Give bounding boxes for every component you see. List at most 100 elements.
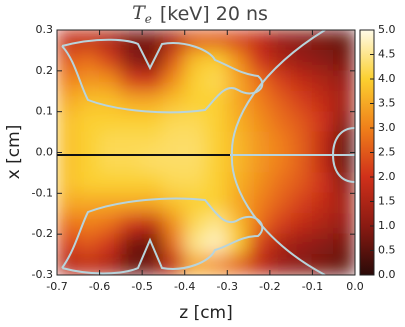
heatmap-cell <box>162 254 186 275</box>
heatmap-cell <box>269 49 292 72</box>
colorbar-tick-label: 0.5 <box>378 244 396 257</box>
heatmap-cell <box>141 111 164 133</box>
heatmap-cell <box>162 90 186 113</box>
heatmap-cell <box>248 233 271 256</box>
heatmap-cell <box>184 192 207 215</box>
heatmap-cell <box>311 49 335 72</box>
heatmap-cell <box>290 192 313 215</box>
heatmap-cell <box>184 233 207 256</box>
heatmap-cell <box>333 111 355 133</box>
x-tick-label: 0.0 <box>346 280 364 293</box>
heatmap-cell <box>184 131 207 153</box>
heatmap-cell <box>141 30 164 51</box>
x-tick-label: -0.7 <box>46 280 67 293</box>
heatmap-cell <box>248 152 271 174</box>
heatmap-cell <box>269 192 292 215</box>
heatmap-cell <box>141 192 164 215</box>
heatmap-cell <box>226 30 250 51</box>
heatmap-cell <box>311 131 335 153</box>
title-symbol: T <box>132 2 146 24</box>
heatmap-cell <box>57 131 79 153</box>
heatmap-cell <box>141 152 164 174</box>
heatmap-cell <box>333 172 355 194</box>
colorbar-tick-label: 2.5 <box>378 146 396 159</box>
heatmap-cell <box>226 49 250 72</box>
heatmap-cell <box>290 90 313 113</box>
heatmap-cell <box>290 70 313 92</box>
heatmap-cell <box>77 254 101 275</box>
heatmap-cell <box>120 70 143 92</box>
heatmap-cell <box>311 254 335 275</box>
heatmap-cell <box>120 131 143 153</box>
heatmap-cell <box>184 70 207 92</box>
heatmap-cell <box>311 172 335 194</box>
heatmap-cell <box>120 152 143 174</box>
heatmap-cell <box>57 70 79 92</box>
heatmap-cell <box>269 70 292 92</box>
heatmap-cell <box>77 49 101 72</box>
heatmap-cell <box>226 172 250 194</box>
heatmap-cell <box>290 30 313 51</box>
contour <box>61 38 264 114</box>
heatmap-cell <box>269 131 292 153</box>
heatmap-cell <box>77 111 101 133</box>
title-text: [keV] 20 ns <box>160 3 268 25</box>
heatmap-cell <box>120 192 143 215</box>
heatmap-cell <box>99 111 122 133</box>
heatmap-cell <box>248 131 271 153</box>
heatmap-cell <box>269 111 292 133</box>
y-tick-label: 0.0 <box>36 146 54 159</box>
heatmap-cell <box>269 90 292 113</box>
heatmap-cell <box>57 213 79 235</box>
x-tick-label: -0.3 <box>217 280 238 293</box>
contour <box>61 197 264 275</box>
heatmap-cell <box>269 254 292 275</box>
heatmap-cell <box>184 111 207 133</box>
heatmap-cell <box>290 131 313 153</box>
heatmap-cell <box>57 192 79 215</box>
heatmap-cell <box>290 172 313 194</box>
heatmap-cell <box>205 30 228 51</box>
colorbar-tick-label: 0.0 <box>378 268 396 281</box>
heatmap-cell <box>311 213 335 235</box>
heatmap-cell <box>205 70 228 92</box>
heatmap-cell <box>311 111 335 133</box>
heatmap-cell <box>77 131 101 153</box>
heatmap-cell <box>184 90 207 113</box>
heatmap-cell <box>290 111 313 133</box>
heatmap-cell <box>333 152 355 174</box>
heatmap <box>57 30 355 275</box>
heatmap-cell <box>99 131 122 153</box>
heatmap-cell <box>99 213 122 235</box>
heatmap-cell <box>269 152 292 174</box>
colorbar-tick-label: 1.0 <box>378 219 396 232</box>
y-tick-label: 0.2 <box>36 64 54 77</box>
colorbar-tick-label: 5.0 <box>378 23 396 36</box>
heatmap-cell <box>311 70 335 92</box>
heatmap-cell <box>141 90 164 113</box>
heatmap-cell <box>120 111 143 133</box>
heatmap-cell <box>162 111 186 133</box>
heatmap-cell <box>162 152 186 174</box>
heatmap-cell <box>333 30 355 51</box>
heatmap-cell <box>333 131 355 153</box>
heatmap-cell <box>226 90 250 113</box>
heatmap-cell <box>205 111 228 133</box>
heatmap-cell <box>141 213 164 235</box>
heatmap-cell <box>162 192 186 215</box>
heatmap-cell <box>141 70 164 92</box>
heatmap-cell <box>162 213 186 235</box>
heatmap-cell <box>77 152 101 174</box>
heatmap-cell <box>248 172 271 194</box>
heatmap-cell <box>120 254 143 275</box>
y-tick-label: -0.3 <box>32 268 53 281</box>
heatmap-cell <box>205 213 228 235</box>
heatmap-cell <box>226 70 250 92</box>
heatmap-cell <box>99 70 122 92</box>
heatmap-cell <box>248 30 271 51</box>
heatmap-cell <box>77 70 101 92</box>
heatmap-cell <box>57 90 79 113</box>
heatmap-cell <box>120 49 143 72</box>
heatmap-cell <box>333 49 355 72</box>
heatmap-cell <box>184 172 207 194</box>
